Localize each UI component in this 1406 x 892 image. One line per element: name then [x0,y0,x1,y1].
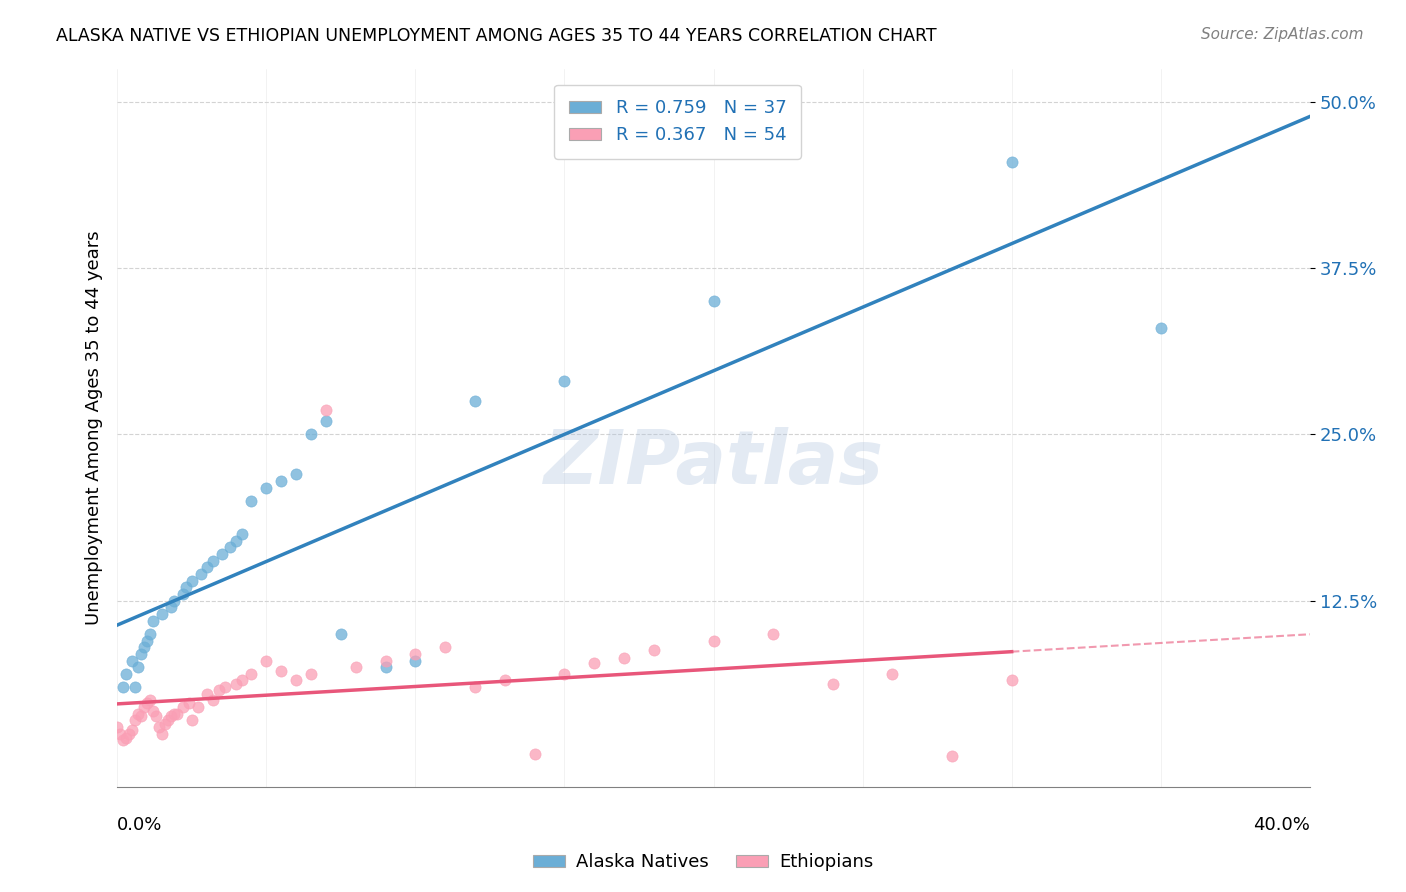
Point [374,654,396,668]
Point [136,696,159,710]
Point [142,704,165,718]
Point [201,693,224,707]
Point [762,627,785,641]
Point [163,593,186,607]
Text: 0.0%: 0.0% [117,815,163,834]
Point [207,682,229,697]
Point [344,660,367,674]
Point [132,640,155,655]
Point [231,673,253,688]
Point [139,627,162,641]
Point [129,709,152,723]
Point [494,673,516,688]
Point [115,666,138,681]
Point [124,680,146,694]
Point [553,666,575,681]
Point [115,731,138,745]
Text: ZIPatlas: ZIPatlas [544,427,883,500]
Point [187,700,209,714]
Point [177,696,200,710]
Point [214,680,236,694]
Point [1001,154,1024,169]
Point [172,587,194,601]
Point [124,714,146,728]
Point [941,749,963,764]
Point [163,706,186,721]
Point [643,643,665,657]
Point [139,693,162,707]
Point [129,647,152,661]
Point [150,727,173,741]
Point [404,654,426,668]
Point [702,633,724,648]
Point [553,374,575,388]
Point [702,294,724,309]
Point [121,723,143,737]
Point [285,673,308,688]
Point [153,717,176,731]
Point [374,660,396,674]
Point [299,427,322,442]
Point [145,709,167,723]
Point [112,680,135,694]
Point [613,651,636,665]
Point [180,574,202,588]
Point [195,687,218,701]
Legend: R = 0.759   N = 37, R = 0.367   N = 54: R = 0.759 N = 37, R = 0.367 N = 54 [554,85,801,159]
Point [201,554,224,568]
Point [225,533,247,548]
Point [160,600,183,615]
Point [254,481,277,495]
Point [1150,321,1173,335]
Point [166,706,188,721]
Point [148,720,170,734]
Point [211,547,233,561]
Point [105,720,128,734]
Point [112,733,135,747]
Legend: Alaska Natives, Ethiopians: Alaska Natives, Ethiopians [526,847,880,879]
Point [882,666,904,681]
Point [240,494,263,508]
Point [523,747,546,761]
Point [219,541,242,555]
Point [174,580,197,594]
Point [315,403,337,417]
Point [464,680,486,694]
Point [231,527,253,541]
Point [108,727,131,741]
Point [270,664,292,678]
Point [150,607,173,621]
Point [121,654,143,668]
Point [160,709,183,723]
Point [195,560,218,574]
Point [180,714,202,728]
Point [583,656,606,670]
Point [404,647,426,661]
Point [464,394,486,409]
Text: Source: ZipAtlas.com: Source: ZipAtlas.com [1201,27,1364,42]
Point [225,677,247,691]
Text: ALASKA NATIVE VS ETHIOPIAN UNEMPLOYMENT AMONG AGES 35 TO 44 YEARS CORRELATION CH: ALASKA NATIVE VS ETHIOPIAN UNEMPLOYMENT … [56,27,936,45]
Point [434,640,457,655]
Point [132,700,155,714]
Y-axis label: Unemployment Among Ages 35 to 44 years: Unemployment Among Ages 35 to 44 years [86,230,103,625]
Point [136,633,159,648]
Point [127,660,149,674]
Point [156,714,179,728]
Point [270,474,292,488]
Point [142,614,165,628]
Point [240,666,263,681]
Point [172,700,194,714]
Point [329,627,352,641]
Point [190,567,212,582]
Point [127,706,149,721]
Point [1001,673,1024,688]
Point [821,677,844,691]
Text: 40.0%: 40.0% [1253,815,1310,834]
Point [285,467,308,482]
Point [299,666,322,681]
Point [254,654,277,668]
Point [315,414,337,428]
Point [118,727,141,741]
